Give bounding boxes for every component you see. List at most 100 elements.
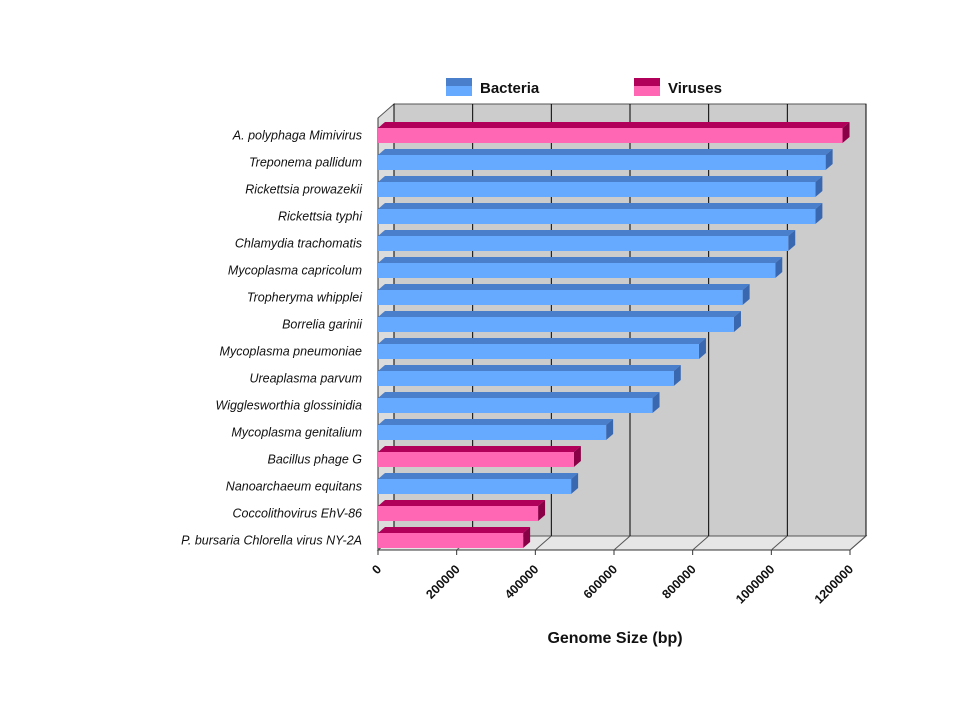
x-tick-label: 400000 (502, 562, 541, 601)
bar-top-face (378, 176, 823, 182)
bar-front-face (378, 371, 674, 386)
bar-front-face (378, 263, 776, 278)
bar-front-face (378, 506, 539, 521)
bar-end-face (673, 365, 681, 386)
bar-front-face (378, 128, 843, 143)
bar-front-face (378, 182, 816, 197)
bar-front-face (378, 398, 653, 413)
category-label: Chlamydia trachomatis (235, 237, 362, 251)
bars (378, 122, 850, 548)
bar-front-face (378, 155, 826, 170)
category-label: P. bursaria Chlorella virus NY-2A (181, 534, 362, 548)
bar-top-face (378, 365, 681, 371)
bar-mycoplasma-pneumoniae (378, 338, 706, 359)
bar-front-face (378, 236, 789, 251)
legend-swatch (634, 86, 660, 96)
bar-top-face (378, 446, 581, 452)
category-label: Wigglesworthia glossinidia (216, 399, 363, 413)
bar-front-face (378, 533, 524, 548)
legend-viruses: Viruses (634, 78, 722, 97)
category-labels: A. polyphaga Mimivirus Treponema pallidum… (181, 129, 363, 548)
bar-top-face (378, 311, 741, 317)
category-label: Bacillus phage G (267, 453, 362, 467)
bar-top-face (378, 527, 531, 533)
bar-end-face (815, 203, 823, 224)
category-label: Coccolithovirus EhV-86 (233, 507, 363, 521)
bar-borrelia-garinii (378, 311, 741, 332)
legend-bacteria: Bacteria (446, 78, 540, 97)
bar-top-face (378, 419, 614, 425)
bar-front-face (378, 425, 607, 440)
bar-end-face (733, 311, 741, 332)
x-tick-label: 1000000 (733, 562, 777, 606)
bar-end-face (788, 230, 796, 251)
floor-gridline (692, 535, 709, 551)
bar-front-face (378, 317, 734, 332)
bar-wigglesworthia-glossinidia (378, 392, 660, 413)
bar-p-bursaria-chlorella-virus-ny-2a (378, 527, 531, 548)
bar-front-face (378, 344, 699, 359)
category-label: Rickettsia typhi (278, 210, 363, 224)
legend-swatch-top (634, 78, 660, 86)
bar-end-face (538, 500, 546, 521)
bar-end-face (742, 284, 750, 305)
x-tick-label: 1200000 (812, 562, 856, 606)
bar-end-face (815, 176, 823, 197)
bar-rickettsia-prowazekii (378, 176, 823, 197)
category-label: Mycoplasma genitalium (231, 426, 362, 440)
bar-top-face (378, 149, 833, 155)
legend-swatch-top (446, 78, 472, 86)
bar-end-face (698, 338, 706, 359)
bar-top-face (378, 500, 546, 506)
x-tick-label: 600000 (581, 562, 620, 601)
bar-end-face (825, 149, 833, 170)
category-label: Ureaplasma parvum (249, 372, 362, 386)
bar-front-face (378, 209, 816, 224)
x-tick-label: 200000 (423, 562, 462, 601)
floor-gridline (849, 535, 867, 551)
bar-front-face (378, 479, 572, 494)
category-label: Mycoplasma pneumoniae (220, 345, 362, 359)
bar-top-face (378, 473, 579, 479)
category-label: Borrelia garinii (282, 318, 363, 332)
x-tick-label: 0 (369, 562, 384, 577)
bar-coccolithovirus-ehv-86 (378, 500, 546, 521)
bar-a-polyphaga-mimivirus (378, 122, 850, 143)
bar-end-face (775, 257, 783, 278)
legend: Bacteria Viruses (446, 78, 722, 97)
bar-top-face (378, 284, 750, 290)
bar-end-face (606, 419, 614, 440)
bar-end-face (652, 392, 660, 413)
bar-mycoplasma-capricolum (378, 257, 783, 278)
category-label: A. polyphaga Mimivirus (232, 129, 362, 143)
category-label: Treponema pallidum (249, 156, 362, 170)
floor-gridline (771, 535, 788, 551)
bar-top-face (378, 257, 783, 263)
bar-top-face (378, 392, 660, 398)
category-label: Nanoarchaeum equitans (226, 480, 362, 494)
category-label: Tropheryma whipplei (247, 291, 363, 305)
bar-nanoarchaeum-equitans (378, 473, 579, 494)
legend-swatch (446, 86, 472, 96)
bar-rickettsia-typhi (378, 203, 823, 224)
bar-end-face (571, 473, 579, 494)
bar-top-face (378, 122, 850, 128)
bar-end-face (573, 446, 581, 467)
floor-gridline (535, 535, 552, 551)
bar-chlamydia-trachomatis (378, 230, 796, 251)
category-label: Mycoplasma capricolum (228, 264, 362, 278)
bar-treponema-pallidum (378, 149, 833, 170)
bar-top-face (378, 203, 823, 209)
bar-end-face (523, 527, 531, 548)
bar-mycoplasma-genitalium (378, 419, 614, 440)
bar-bacillus-phage-g (378, 446, 581, 467)
bar-top-face (378, 338, 706, 344)
bar-front-face (378, 452, 574, 467)
floor-gridline (613, 535, 631, 551)
bar-ureaplasma-parvum (378, 365, 681, 386)
bar-top-face (378, 230, 796, 236)
bar-end-face (842, 122, 850, 143)
category-label: Rickettsia prowazekii (245, 183, 363, 197)
x-tick-labels: 0 200000 400000 600000 800000 1000000 1200000 (369, 562, 856, 606)
